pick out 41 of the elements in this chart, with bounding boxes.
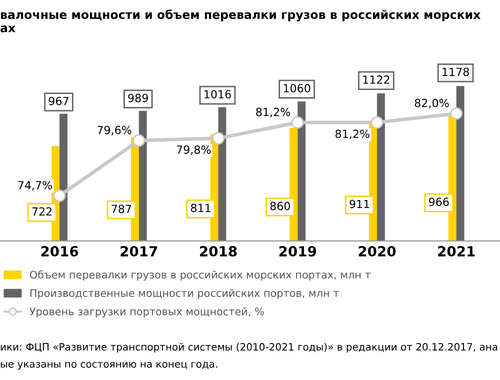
data-label: 74,7% — [18, 180, 52, 191]
data-label: 81,2% — [256, 108, 290, 118]
chart-title: валочные мощности и объем перевалки грузов в российских морских ах — [0, 10, 481, 32]
data-label: 79,6% — [98, 126, 132, 136]
point — [450, 107, 463, 120]
data-label: 811 — [190, 204, 210, 212]
x-tick-label: 2017 — [120, 246, 158, 257]
bar — [456, 86, 464, 241]
x-tick-label: 2016 — [41, 246, 78, 257]
point — [212, 132, 225, 145]
data-label: 967 — [48, 96, 68, 106]
legend-label: Объем перевалки грузов в российских морских портах, млн т — [30, 270, 371, 281]
text: ики: ФЦП «Развитие транспортной системы (2010-2021 годы)» в редакции от 20.12.2017, ана — [0, 342, 498, 353]
data-label: 1016 — [204, 90, 231, 98]
data-label: 860 — [270, 202, 290, 210]
data-label: 1060 — [284, 84, 310, 92]
x-tick-label: 2019 — [279, 246, 316, 257]
point — [53, 189, 66, 202]
point — [132, 134, 146, 147]
data-label: 966 — [428, 198, 449, 206]
data-label: 989 — [128, 94, 148, 102]
data-label: 82,0% — [414, 98, 449, 108]
data-label: 1122 — [363, 75, 390, 84]
x-tick-label: 2018 — [200, 246, 237, 257]
data-label: 1178 — [442, 68, 469, 76]
data-label: 787 — [112, 204, 132, 214]
data-label: 722 — [32, 207, 52, 216]
x-tick-label: 2020 — [358, 246, 396, 257]
legend-label: Уровень загрузки портовых мощностей, % — [30, 307, 264, 318]
point — [370, 116, 384, 129]
point — [291, 116, 304, 129]
bar — [60, 114, 68, 241]
text: ые указаны по состоянию на конец года. — [0, 362, 218, 370]
x-tick-label: 2021 — [438, 246, 475, 257]
bar — [138, 110, 147, 241]
legend-label: Производственные мощности российских портов, млн т — [30, 288, 339, 300]
data-label: 81,2% — [335, 130, 370, 140]
bar — [298, 102, 306, 241]
data-label: 911 — [350, 200, 370, 208]
data-label: 79,8% — [176, 145, 211, 155]
bar — [376, 93, 385, 241]
